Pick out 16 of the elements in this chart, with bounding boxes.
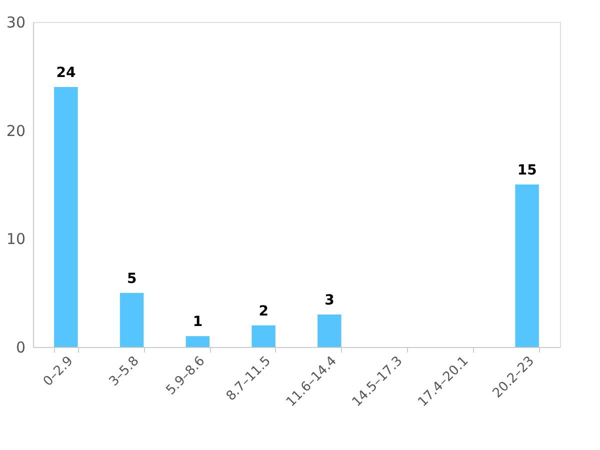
data-label: 2	[258, 303, 268, 320]
data-label: 1	[192, 314, 203, 330]
bar	[186, 336, 210, 347]
bar	[54, 87, 78, 347]
bar	[318, 314, 342, 347]
y-tick-label: 0	[16, 338, 26, 356]
data-label: 15	[517, 162, 537, 178]
y-tick-label: 10	[6, 230, 26, 248]
y-tick-label: 20	[6, 122, 26, 140]
data-label: 24	[56, 65, 76, 81]
bar	[120, 292, 144, 347]
data-label: 3	[324, 292, 334, 308]
y-tick-label: 30	[6, 14, 26, 32]
data-label: 5	[126, 270, 137, 287]
bar	[252, 325, 276, 347]
bar	[515, 184, 539, 347]
